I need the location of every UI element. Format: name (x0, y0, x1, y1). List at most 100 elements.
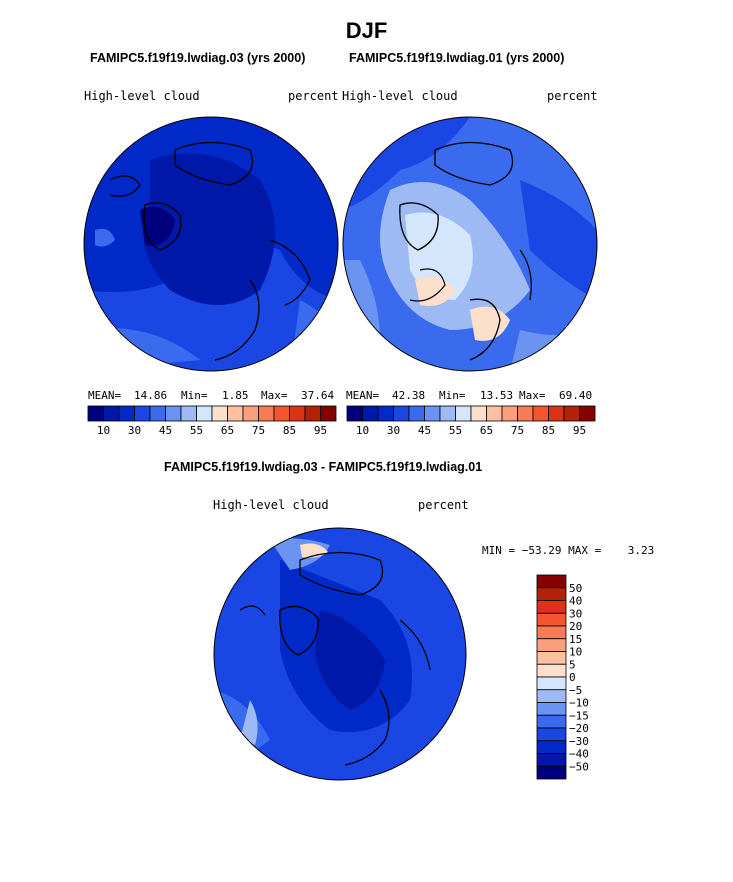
case1-colorbar-swatch (289, 405, 306, 422)
case2-colorbar-swatch (455, 405, 472, 422)
case2-colorbar-swatch (393, 405, 410, 422)
diff-colorbar-tick-label: 40 (569, 595, 582, 608)
case1-colorbar-swatch (304, 405, 321, 422)
case2-mean-label: MEAN= (346, 389, 380, 402)
diff-map (214, 528, 466, 780)
case2-colorbar-tick-label: 75 (511, 424, 524, 437)
case1-colorbar-swatch (103, 405, 120, 422)
diff-colorbar-tick-label: 50 (569, 582, 582, 595)
case1-colorbar-tick-label: 10 (97, 424, 110, 437)
case1-colorbar-tick-label: 75 (252, 424, 265, 437)
case1-colorbar-tick-label: 65 (221, 424, 234, 437)
case1-colorbar-swatch (87, 405, 104, 422)
case2-min-value: 13.53 (480, 389, 514, 402)
case2-map-border (342, 116, 598, 372)
diff-colorbar-swatch (536, 600, 567, 614)
case1-colorbar-swatch (196, 405, 213, 422)
diff-colorbar-tick-label: 20 (569, 620, 582, 633)
diff-colorbar-tick-label: −10 (569, 697, 589, 710)
case1-colorbar-swatch (273, 405, 290, 422)
case1-colorbar-tick-label: 45 (159, 424, 172, 437)
case2-colorbar-swatch (424, 405, 441, 422)
case2-mean-value: 42.38 (392, 389, 426, 402)
diff-variable: High-level cloud (213, 498, 329, 512)
case1-colorbar-tick-label: 85 (283, 424, 296, 437)
diff-colorbar-swatch (536, 689, 567, 703)
case2-colorbar-swatch (439, 405, 456, 422)
case1-colorbar-swatch (227, 405, 244, 422)
case1-colorbar-swatch (165, 405, 182, 422)
case2-colorbar-swatch (563, 405, 580, 422)
case2-colorbar-tick-label: 30 (387, 424, 400, 437)
case2-units: percent (547, 89, 598, 103)
diff-colorbar-swatch (536, 702, 567, 716)
case2-map (343, 117, 597, 371)
case2-colorbar-tick-label: 55 (449, 424, 462, 437)
case1-min-label: Min= (181, 389, 208, 402)
case2-max-label: Max= (519, 389, 546, 402)
case2-colorbar-swatch (408, 405, 425, 422)
case2-colorbar-swatch (362, 405, 379, 422)
case1-colorbar-tick-label: 95 (314, 424, 327, 437)
diff-min-max: MIN = −53.29 MAX = 3.23 (482, 544, 655, 557)
case2-colorbar-swatch (346, 405, 363, 422)
case2-colorbar-swatch (579, 405, 596, 422)
diff-title: FAMIPC5.f19f19.lwdiag.03 - FAMIPC5.f19f1… (164, 460, 483, 474)
diff-colorbar-swatch (536, 765, 567, 780)
case1-max-value: 37.64 (301, 389, 335, 402)
case2-variable: High-level cloud (342, 89, 458, 103)
case1-colorbar-tick-label: 55 (190, 424, 203, 437)
diff-colorbar-swatch (536, 574, 567, 589)
diff-colorbar-tick-label: −5 (569, 684, 582, 697)
diff-colorbar-swatch (536, 714, 567, 729)
case2-colorbar-swatch (470, 405, 487, 422)
diff-map-border (213, 527, 467, 781)
diff-colorbar-tick-label: −15 (569, 709, 589, 722)
case2-title: FAMIPC5.f19f19.lwdiag.01 (yrs 2000) (349, 51, 565, 65)
case2-colorbar-tick-label: 45 (418, 424, 431, 437)
case1-colorbar-swatch (118, 405, 135, 422)
case1-colorbar-tick-label: 30 (128, 424, 141, 437)
case2-colorbar-swatch (548, 405, 565, 422)
case1-colorbar-swatch (134, 405, 151, 422)
case2-min-label: Min= (439, 389, 466, 402)
case2-colorbar-tick-label: 85 (542, 424, 555, 437)
case1-variable: High-level cloud (84, 89, 200, 103)
case1-colorbar-swatch (242, 405, 259, 422)
case1-max-label: Max= (261, 389, 288, 402)
diff-colorbar-tick-label: 0 (569, 671, 576, 684)
case1-colorbar-swatch (258, 405, 275, 422)
diff-units: percent (418, 498, 469, 512)
diff-colorbar-tick-label: −50 (569, 760, 589, 773)
diff-colorbar-swatch (536, 676, 567, 691)
diff-colorbar-tick-label: −30 (569, 735, 589, 748)
diff-colorbar-tick-label: −40 (569, 748, 589, 761)
case2-colorbar-tick-label: 65 (480, 424, 493, 437)
diff-colorbar-swatch (536, 638, 567, 652)
diff-colorbar-swatch (536, 651, 567, 665)
season-title: DJF (345, 18, 388, 43)
case1-mean-value: 14.86 (134, 389, 168, 402)
case1-colorbar-swatch (180, 405, 197, 422)
case1-colorbar-swatch (149, 405, 166, 422)
diff-colorbar-tick-label: 30 (569, 607, 582, 620)
case1-map (84, 117, 338, 371)
case2-max-value: 69.40 (559, 389, 593, 402)
case2-colorbar-swatch (501, 405, 518, 422)
diff-colorbar-swatch (536, 753, 567, 767)
diff-colorbar-tick-label: 10 (569, 646, 582, 659)
diff-colorbar-swatch (536, 612, 567, 627)
case2-colorbar-swatch (532, 405, 549, 422)
diff-colorbar-tick-label: 15 (569, 633, 582, 646)
case2-colorbar: 10 30 45 55 65 75 85 95 (346, 405, 596, 437)
case1-title: FAMIPC5.f19f19.lwdiag.03 (yrs 2000) (90, 51, 306, 65)
diff-colorbar-swatch (536, 587, 567, 601)
diff-colorbar-swatch (536, 625, 567, 640)
diff-colorbar-tick-label: 5 (569, 658, 576, 671)
diff-colorbar-swatch (536, 663, 567, 678)
case1-colorbar: 10 30 45 55 65 75 85 95 (87, 405, 337, 437)
diff-colorbar-swatch (536, 740, 567, 754)
case1-min-value: 1.85 (222, 389, 249, 402)
